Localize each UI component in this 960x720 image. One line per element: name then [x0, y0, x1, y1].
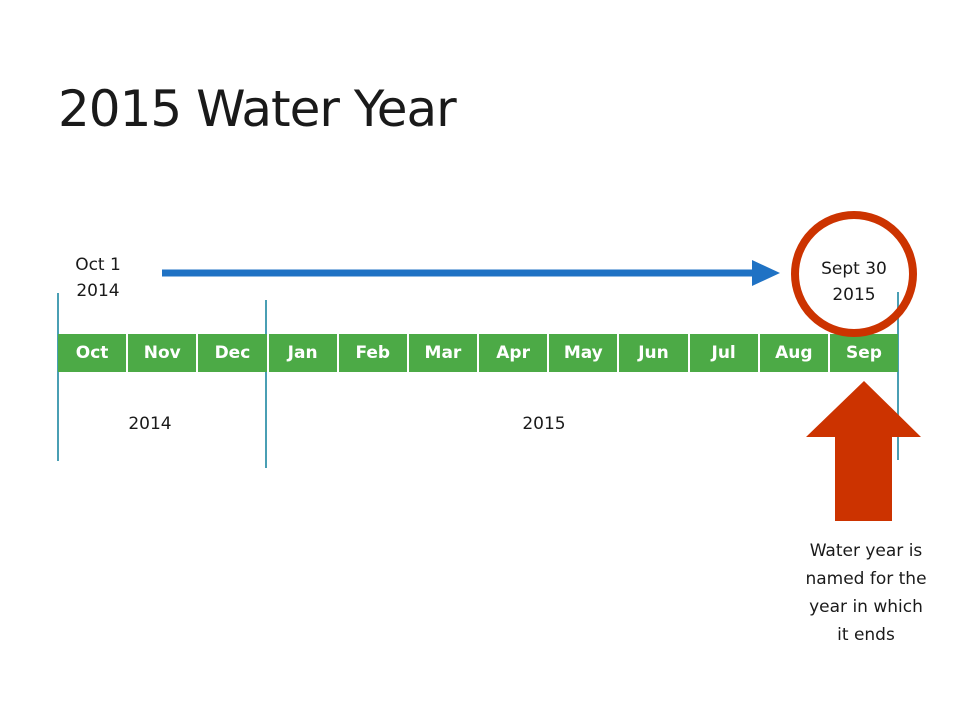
- note-text: Water year is named for the year in whic…: [786, 537, 946, 649]
- page-title: 2015 Water Year: [58, 80, 457, 138]
- month-jan: Jan: [268, 334, 339, 372]
- month-feb: Feb: [338, 334, 409, 372]
- month-mar: Mar: [408, 334, 480, 372]
- year-boundary-line: [265, 300, 267, 468]
- start-date-label: Oct 1 2014: [48, 252, 148, 304]
- month-sep: Sep: [829, 334, 899, 372]
- month-jul: Jul: [689, 334, 760, 372]
- note-line-3: year in which: [809, 597, 923, 617]
- up-arrow-icon: [806, 381, 921, 521]
- end-date-line1: Sept 30: [821, 259, 887, 279]
- month-dec: Dec: [198, 334, 269, 372]
- timeline-arrow-icon: [162, 260, 780, 286]
- month-apr: Apr: [479, 334, 550, 372]
- highlight-circle: [791, 211, 917, 337]
- month-oct: Oct: [58, 334, 129, 372]
- end-boundary-line: [897, 292, 899, 460]
- month-bar: Oct Nov Dec Jan Feb Mar Apr May Jun Jul …: [58, 334, 899, 372]
- month-nov: Nov: [128, 334, 199, 372]
- month-may: May: [549, 334, 620, 372]
- year-label-2015: 2015: [522, 414, 566, 434]
- month-jun: Jun: [619, 334, 690, 372]
- note-line-4: it ends: [837, 625, 895, 645]
- start-date-line2: 2014: [76, 281, 120, 301]
- note-line-1: Water year is: [809, 541, 923, 561]
- year-label-2014: 2014: [128, 414, 172, 434]
- end-date-line2: 2015: [832, 285, 876, 305]
- month-aug: Aug: [759, 334, 830, 372]
- note-line-2: named for the: [805, 569, 927, 589]
- start-date-line1: Oct 1: [75, 255, 121, 275]
- start-boundary-line: [57, 293, 59, 461]
- end-date-label: Sept 30 2015: [804, 256, 904, 308]
